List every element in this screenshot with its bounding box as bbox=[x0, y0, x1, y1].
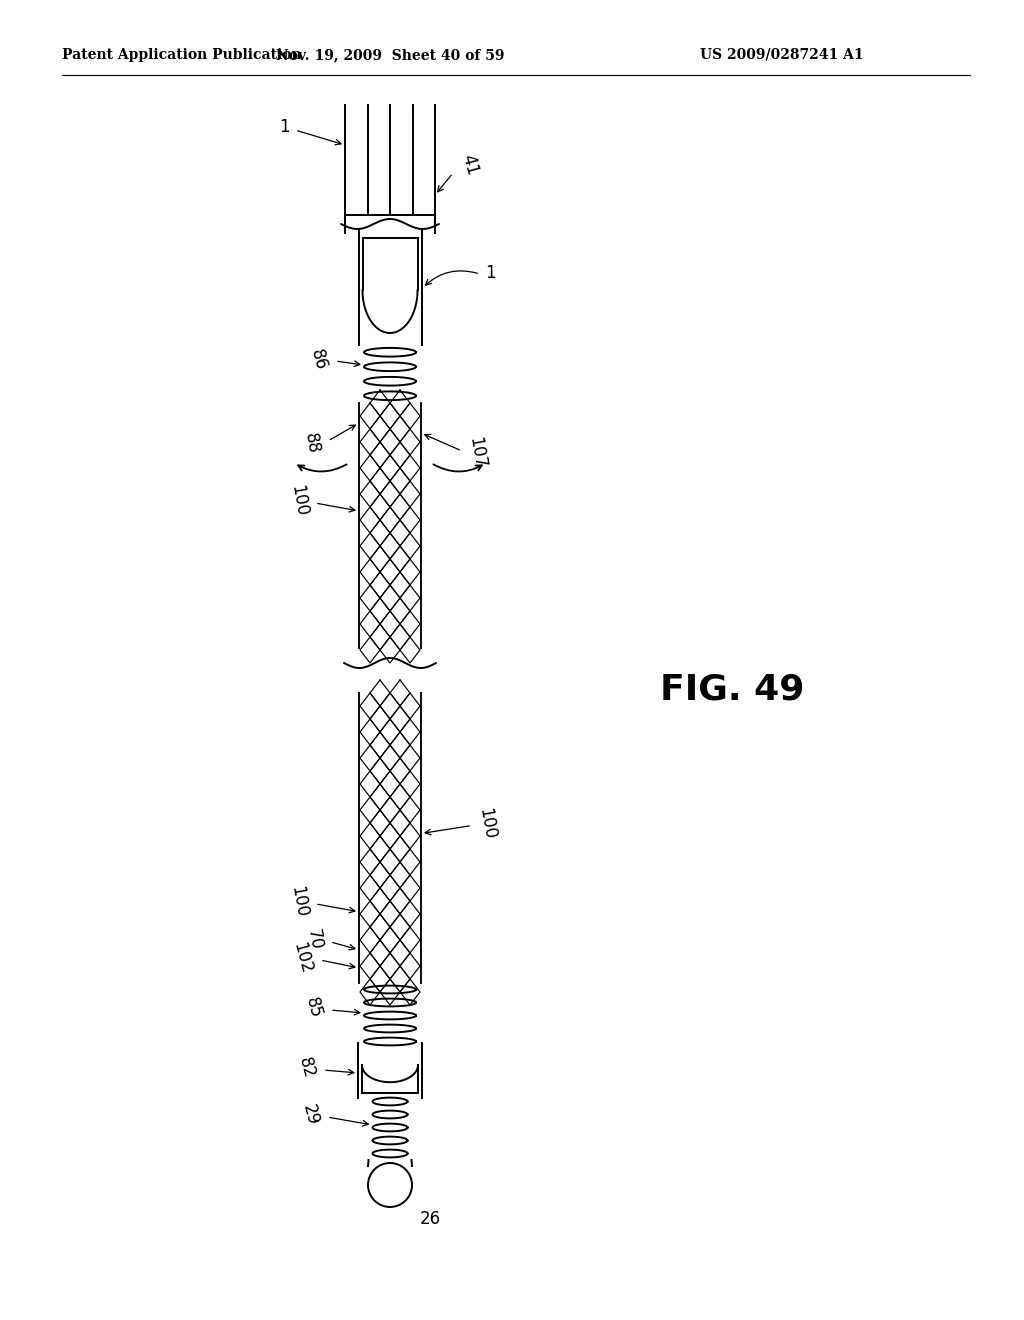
Text: 100: 100 bbox=[475, 807, 499, 841]
Text: FIG. 49: FIG. 49 bbox=[660, 673, 805, 708]
Text: 70: 70 bbox=[304, 928, 325, 952]
Text: 107: 107 bbox=[465, 436, 488, 470]
Text: 100: 100 bbox=[287, 484, 310, 519]
Text: 1: 1 bbox=[485, 264, 496, 282]
Text: 100: 100 bbox=[287, 884, 310, 919]
Text: 29: 29 bbox=[299, 1102, 322, 1127]
Text: 85: 85 bbox=[302, 995, 325, 1020]
Text: 1: 1 bbox=[280, 117, 290, 136]
Text: 82: 82 bbox=[295, 1056, 318, 1081]
Text: 26: 26 bbox=[420, 1210, 441, 1228]
Text: 41: 41 bbox=[458, 153, 481, 177]
Text: 86: 86 bbox=[307, 347, 330, 372]
Text: 102: 102 bbox=[290, 940, 315, 975]
Text: US 2009/0287241 A1: US 2009/0287241 A1 bbox=[700, 48, 863, 62]
Text: 88: 88 bbox=[301, 432, 322, 455]
Text: Nov. 19, 2009  Sheet 40 of 59: Nov. 19, 2009 Sheet 40 of 59 bbox=[275, 48, 504, 62]
Text: Patent Application Publication: Patent Application Publication bbox=[62, 48, 302, 62]
